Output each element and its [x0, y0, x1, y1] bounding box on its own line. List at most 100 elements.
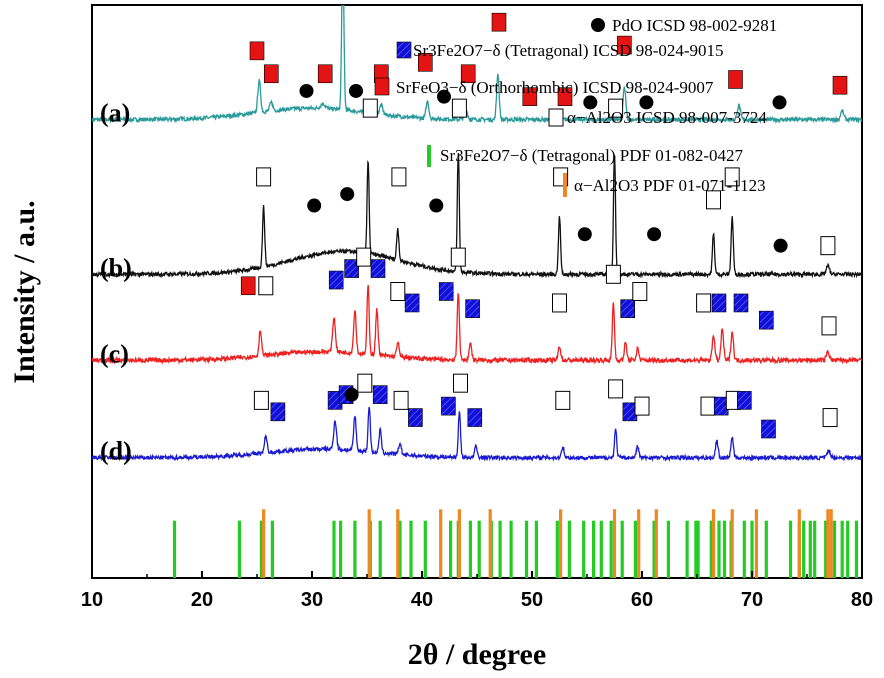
ref-bar-green-47 — [832, 520, 837, 578]
ref-bar-green-33 — [696, 520, 700, 578]
peak-marker-1-12-circle — [577, 227, 592, 242]
ref-bar-green-38 — [742, 520, 746, 578]
ref-bar-orange-6 — [559, 509, 563, 578]
legend-marker-sr3fe2o7-icsd — [396, 41, 412, 59]
legend: PdO ICSD 98-002-9281 Sr3Fe2O7−δ (Tetrago… — [374, 16, 777, 197]
peak-marker-2-11-open — [552, 293, 567, 313]
peak-marker-1-0-open — [256, 167, 272, 187]
ref-bar-green-10 — [409, 520, 413, 578]
ref-bar-green-30 — [666, 520, 670, 578]
peak-marker-3-4-circle — [344, 387, 359, 402]
peak-marker-3-5-open — [357, 373, 373, 393]
peak-marker-1-9-circle — [307, 198, 322, 213]
peak-marker-0-8-red — [522, 87, 538, 106]
ref-bar-orange-15 — [829, 509, 833, 578]
peak-marker-3-8-blue — [408, 408, 423, 427]
peak-marker-0-17-circle — [639, 95, 654, 110]
ref-bar-green-32 — [694, 520, 698, 578]
ref-bar-green-40 — [764, 520, 768, 578]
x-tick-label-80: 80 — [851, 589, 873, 611]
legend-marker-al2o3-pdf — [563, 173, 567, 197]
ref-bar-green-35 — [717, 520, 721, 578]
peak-marker-3-6-blue — [372, 385, 388, 404]
x-tick-label-10: 10 — [81, 589, 103, 611]
peak-marker-2-19-open — [821, 316, 837, 336]
peak-marker-3-11-blue — [467, 408, 483, 427]
ref-bar-green-9 — [398, 520, 402, 578]
peak-marker-0-6-red — [460, 64, 476, 84]
ref-bar-green-15 — [477, 520, 481, 578]
ref-bar-green-20 — [534, 520, 538, 578]
ref-bar-green-31 — [685, 520, 689, 578]
peak-marker-2-9-open — [450, 247, 466, 267]
peak-marker-0-13-circle — [299, 83, 314, 98]
ref-bar-green-2 — [259, 520, 263, 578]
peak-marker-2-7-blue — [404, 293, 420, 313]
ref-bar-green-29 — [652, 520, 656, 578]
peak-marker-3-10-open — [453, 373, 468, 393]
ref-bar-green-0 — [172, 520, 177, 578]
legend-text-al2o3-icsd: α−Al2O3 ICSD 98-007-3724 — [567, 108, 767, 127]
peak-marker-0-14-circle — [349, 83, 363, 98]
peak-marker-2-15-open — [696, 293, 712, 313]
peak-marker-2-4-open — [356, 247, 372, 267]
ref-bar-orange-4 — [457, 509, 461, 578]
ref-bar-green-43 — [802, 520, 806, 578]
peak-marker-2-5-blue — [370, 259, 386, 278]
peak-marker-0-1-red — [263, 64, 279, 84]
peak-marker-3-0-open — [253, 390, 269, 410]
peak-marker-0-15-circle — [437, 89, 451, 104]
peak-marker-1-6-open — [706, 190, 721, 210]
peak-marker-1-11-circle — [429, 198, 444, 213]
ref-bar-green-5 — [339, 520, 343, 578]
peak-marker-3-1-blue — [270, 402, 286, 422]
x-axis-title: 2θ / degree — [408, 638, 546, 671]
series-line-2 — [92, 285, 862, 365]
peak-marker-1-8-open — [820, 236, 836, 256]
ref-bar-green-34 — [709, 520, 713, 578]
peak-marker-0-9-red — [557, 87, 573, 106]
ref-bar-orange-5 — [488, 509, 492, 578]
peak-marker-2-14-open — [632, 282, 648, 301]
peak-marker-3-13-open — [608, 379, 624, 399]
legend-text-al2o3-pdf: α−Al2O3 PDF 01-071-1123 — [574, 176, 766, 195]
peak-marker-2-1-open — [258, 276, 274, 296]
peak-marker-0-0-red — [249, 41, 265, 61]
peak-marker-2-16-blue — [711, 293, 727, 313]
peak-marker-2-10-blue — [465, 299, 480, 318]
ref-bar-green-39 — [750, 520, 754, 578]
peak-marker-1-10-circle — [340, 187, 355, 202]
ref-bar-green-36 — [722, 520, 727, 578]
ref-bar-green-44 — [808, 520, 812, 578]
peak-marker-0-12-red — [832, 75, 848, 95]
ref-bar-green-27 — [620, 520, 624, 578]
peak-marker-2-3-blue — [344, 259, 359, 278]
x-tick-label-30: 30 — [301, 589, 323, 611]
legend-text-sr3fe2o7-icsd: Sr3Fe2O7−δ (Tetragonal) ICSD 98-024-9015 — [413, 41, 724, 60]
curve-label-3: (d) — [100, 437, 132, 466]
ref-bar-green-21 — [555, 520, 559, 578]
peak-marker-2-8-blue — [438, 282, 454, 301]
peak-marker-2-17-blue — [733, 293, 749, 313]
y-axis-title: Intensity / a.u. — [8, 200, 41, 383]
series-line-3 — [92, 406, 862, 463]
ref-bar-green-45 — [813, 520, 817, 578]
peak-marker-1-5-open — [608, 98, 624, 118]
curve-label-0: (a) — [100, 99, 130, 128]
peak-marker-1-14-circle — [773, 238, 788, 253]
peak-marker-2-13-blue — [620, 299, 636, 318]
peak-marker-0-10-red — [617, 35, 632, 55]
legend-marker-sr3fe2o7-pdf — [427, 145, 431, 167]
peak-marker-1-1-open — [362, 98, 378, 118]
ref-bar-green-49 — [846, 520, 850, 578]
peak-marker-0-2-red — [317, 64, 333, 84]
x-tick-label-20: 20 — [191, 589, 213, 611]
peak-marker-3-9-blue — [441, 396, 456, 416]
ref-bar-green-28 — [633, 520, 637, 578]
peak-marker-2-12-open — [605, 264, 621, 284]
peak-marker-2-18-blue — [758, 310, 774, 330]
ref-bar-orange-0 — [262, 509, 266, 578]
ref-bar-green-41 — [788, 520, 793, 578]
peak-marker-3-12-open — [555, 390, 571, 410]
